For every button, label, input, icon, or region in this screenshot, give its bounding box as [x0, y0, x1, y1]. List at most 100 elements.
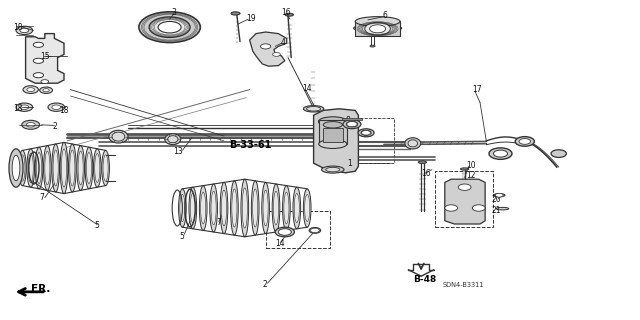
Ellipse shape: [230, 181, 238, 235]
Ellipse shape: [493, 194, 505, 197]
Ellipse shape: [461, 168, 468, 170]
Circle shape: [149, 17, 190, 37]
Text: 7: 7: [40, 193, 45, 202]
Text: 21: 21: [492, 206, 501, 215]
Ellipse shape: [68, 144, 76, 192]
Ellipse shape: [231, 12, 240, 15]
Ellipse shape: [272, 184, 280, 232]
Text: 16: 16: [282, 8, 291, 17]
Circle shape: [310, 228, 319, 233]
Ellipse shape: [20, 155, 25, 181]
Text: 2: 2: [262, 280, 267, 289]
Circle shape: [273, 52, 280, 56]
Ellipse shape: [95, 154, 100, 182]
Text: 15: 15: [40, 52, 50, 60]
Text: 10: 10: [466, 161, 476, 170]
Ellipse shape: [168, 136, 178, 143]
Polygon shape: [314, 109, 358, 173]
Ellipse shape: [305, 195, 310, 221]
Polygon shape: [445, 179, 485, 224]
Circle shape: [33, 73, 44, 78]
Text: 18: 18: [13, 104, 22, 113]
Ellipse shape: [210, 184, 218, 232]
Ellipse shape: [200, 186, 207, 230]
Circle shape: [489, 148, 512, 159]
Ellipse shape: [53, 150, 58, 186]
Ellipse shape: [77, 146, 84, 190]
Circle shape: [278, 229, 291, 235]
Ellipse shape: [180, 195, 185, 221]
Ellipse shape: [309, 228, 321, 233]
Circle shape: [515, 137, 534, 146]
Circle shape: [41, 80, 49, 84]
Ellipse shape: [27, 149, 35, 187]
Ellipse shape: [78, 151, 83, 185]
Ellipse shape: [273, 191, 278, 225]
Ellipse shape: [283, 186, 290, 230]
Text: 18: 18: [59, 106, 68, 115]
Ellipse shape: [365, 22, 390, 35]
Text: 3: 3: [172, 8, 177, 17]
Text: 4: 4: [280, 38, 285, 47]
Ellipse shape: [343, 120, 361, 129]
Text: 16: 16: [421, 169, 431, 178]
Text: 17: 17: [472, 85, 482, 94]
Ellipse shape: [70, 150, 75, 186]
Ellipse shape: [179, 189, 186, 227]
Text: 6: 6: [383, 11, 388, 20]
Circle shape: [551, 150, 566, 157]
Circle shape: [519, 139, 531, 144]
Circle shape: [493, 150, 508, 157]
Ellipse shape: [252, 181, 259, 235]
Ellipse shape: [102, 150, 109, 186]
Ellipse shape: [278, 229, 291, 235]
Ellipse shape: [242, 188, 247, 228]
Circle shape: [472, 205, 485, 211]
Ellipse shape: [19, 150, 26, 186]
Ellipse shape: [44, 146, 51, 190]
Ellipse shape: [355, 17, 400, 26]
Ellipse shape: [189, 187, 196, 229]
Text: 20: 20: [492, 195, 501, 204]
Ellipse shape: [405, 138, 421, 149]
Ellipse shape: [60, 142, 68, 194]
Text: 13: 13: [173, 147, 182, 156]
Text: B-48: B-48: [413, 275, 436, 284]
Circle shape: [43, 89, 49, 92]
Ellipse shape: [28, 154, 33, 182]
Text: 18: 18: [13, 23, 22, 32]
Bar: [319, 120, 347, 144]
Circle shape: [16, 26, 33, 35]
Ellipse shape: [61, 149, 67, 187]
Ellipse shape: [263, 190, 268, 226]
Circle shape: [260, 44, 271, 49]
Text: 14: 14: [302, 84, 312, 92]
Ellipse shape: [211, 191, 216, 225]
Bar: [342, 118, 362, 120]
Circle shape: [16, 103, 33, 111]
Circle shape: [22, 120, 40, 129]
Ellipse shape: [221, 190, 227, 226]
Circle shape: [458, 184, 471, 190]
Ellipse shape: [253, 189, 258, 227]
Bar: [323, 128, 343, 142]
Circle shape: [362, 131, 371, 135]
Ellipse shape: [275, 227, 294, 237]
Ellipse shape: [496, 207, 509, 210]
Ellipse shape: [190, 193, 195, 223]
Ellipse shape: [35, 147, 43, 189]
Bar: [342, 118, 394, 163]
Ellipse shape: [45, 151, 50, 185]
Ellipse shape: [284, 192, 289, 224]
Ellipse shape: [109, 130, 128, 143]
Ellipse shape: [165, 134, 181, 145]
Circle shape: [158, 21, 181, 33]
Ellipse shape: [112, 132, 125, 141]
Ellipse shape: [408, 140, 418, 147]
Text: FR.: FR.: [31, 284, 50, 294]
Ellipse shape: [303, 189, 311, 227]
Ellipse shape: [103, 155, 108, 181]
Bar: [266, 211, 330, 248]
Circle shape: [48, 103, 65, 111]
Bar: [435, 171, 493, 227]
